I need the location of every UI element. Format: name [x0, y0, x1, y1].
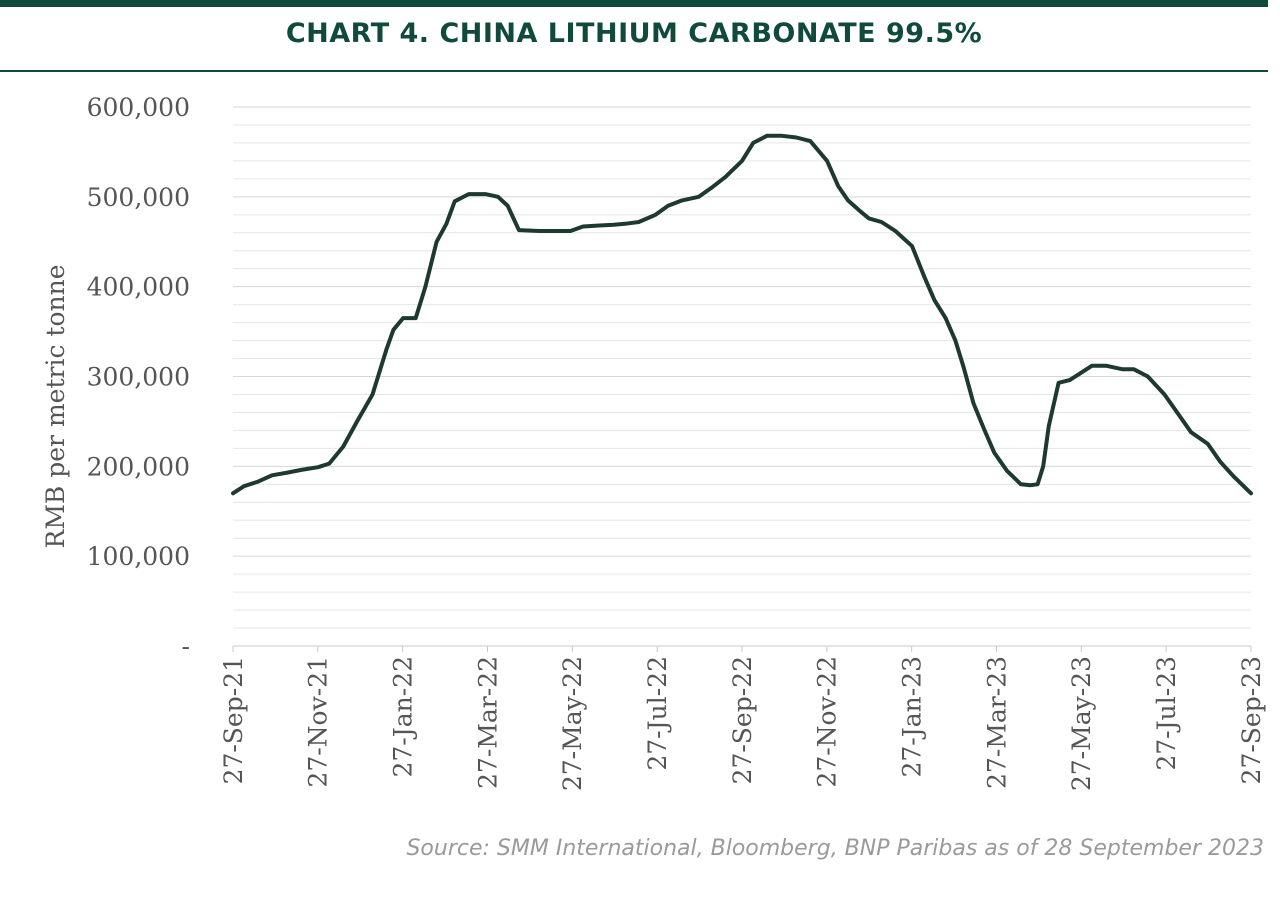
- x-tick-label: 27-Sep-22: [728, 656, 757, 784]
- x-tick-label: 27-Nov-21: [304, 656, 333, 788]
- x-tick-label: 27-Jan-22: [388, 656, 417, 778]
- price-series-line: [231, 133, 1253, 496]
- y-tick-label: 300,000: [87, 363, 190, 392]
- y-tick-label: 600,000: [87, 93, 190, 122]
- x-tick-label: 27-Jul-22: [643, 656, 672, 771]
- x-tick-label: 27-Mar-23: [982, 656, 1011, 789]
- y-tick-label: 500,000: [87, 183, 190, 212]
- chart-title: CHART 4. CHINA LITHIUM CARBONATE 99.5%: [285, 18, 983, 49]
- y-tick-label: 400,000: [87, 273, 190, 302]
- x-tick-label: 27-May-23: [1067, 656, 1096, 791]
- y-tick-label: 100,000: [87, 542, 190, 571]
- x-tick-label: 27-Nov-22: [813, 656, 842, 788]
- x-tick-label: 27-Sep-21: [219, 656, 248, 784]
- header-top-rule: [0, 0, 1268, 7]
- x-tick-label: 27-Jan-23: [897, 656, 926, 778]
- y-axis-title: RMB per metric tonne: [41, 265, 70, 549]
- title-divider: [0, 70, 1268, 72]
- x-tick-label: 27-Jul-23: [1152, 656, 1181, 771]
- source-note: Source: SMM International, Bloomberg, BN…: [406, 836, 1264, 861]
- x-tick-label: 27-May-22: [558, 656, 587, 791]
- x-tick-label: 27-Sep-23: [1237, 656, 1266, 784]
- y-tick-label: -: [182, 632, 190, 661]
- y-tick-label: 200,000: [87, 452, 190, 481]
- x-tick-label: 27-Mar-22: [473, 656, 502, 789]
